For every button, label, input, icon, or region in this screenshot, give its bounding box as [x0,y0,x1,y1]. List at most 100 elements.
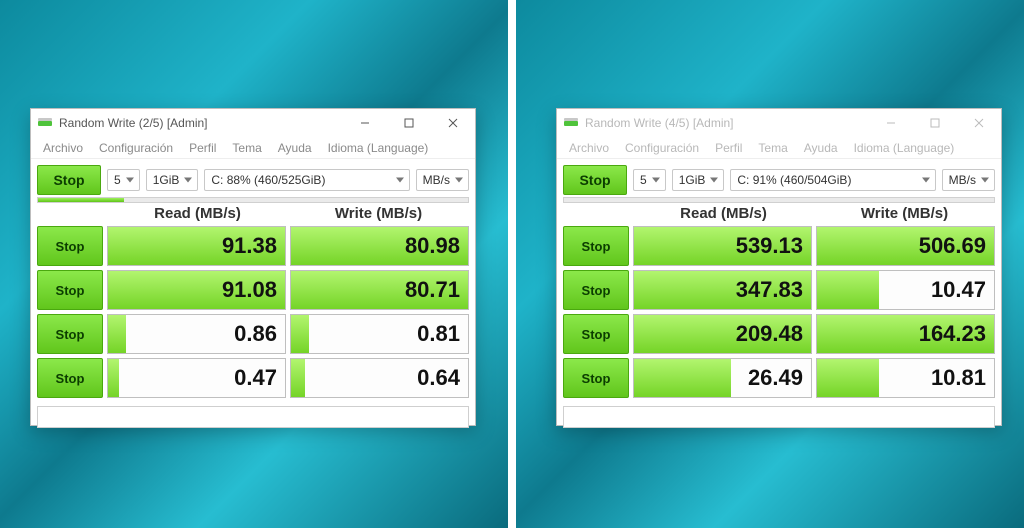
write-value: 0.81 [417,321,460,347]
menubar: Archivo Configuración Perfil Tema Ayuda … [31,137,475,159]
read-value: 0.47 [234,365,277,391]
result-rows: Stop539.13506.69Stop347.8310.47Stop209.4… [557,226,1001,402]
read-bar [108,315,126,353]
result-row: Stop 91.08 80.71 [37,270,469,310]
runs-select[interactable]: 5 [107,169,140,191]
drive-select[interactable]: C: 91% (460/504GiB) [730,169,935,191]
drive-value: C: 88% (460/525GiB) [211,173,325,187]
result-row: Stop347.8310.47 [563,270,995,310]
read-value: 0.86 [234,321,277,347]
unit-value: MB/s [423,173,450,187]
menu-tema[interactable]: Tema [224,139,269,157]
minimize-button[interactable] [869,109,913,137]
write-bar [817,271,879,309]
write-cell: 80.98 [290,226,469,266]
read-cell: 209.48 [633,314,812,354]
write-cell: 80.71 [290,270,469,310]
read-bar [108,359,119,397]
stop-button[interactable]: Stop [37,314,103,354]
runs-select[interactable]: 5 [633,169,666,191]
stop-button[interactable]: Stop [37,358,103,398]
read-value: 91.38 [222,233,277,259]
write-cell: 0.64 [290,358,469,398]
menubar: Archivo Configuración Perfil Tema Ayuda … [557,137,1001,159]
write-cell: 506.69 [816,226,995,266]
read-cell: 91.38 [107,226,286,266]
run-progress [37,197,469,203]
write-value: 0.64 [417,365,460,391]
menu-perfil[interactable]: Perfil [707,139,750,157]
write-header: Write (MB/s) [288,205,469,222]
stop-button[interactable]: Stop [563,358,629,398]
read-value: 209.48 [736,321,803,347]
write-cell: 0.81 [290,314,469,354]
maximize-button[interactable] [387,109,431,137]
menu-ayuda[interactable]: Ayuda [270,139,320,157]
result-row: Stop539.13 506.69 [563,226,995,266]
result-rows: Stop 91.38 80.98 Stop 91.08 80.71 Stop 0.86 0.81… [31,226,475,402]
stop-all-button[interactable]: Stop [37,165,101,195]
read-value: 91.08 [222,277,277,303]
drive-value: C: 91% (460/504GiB) [737,173,851,187]
size-value: 1GiB [153,173,180,187]
write-value: 164.23 [919,321,986,347]
write-bar [291,359,305,397]
result-row: Stop 26.49 10.81 [563,358,995,398]
read-header: Read (MB/s) [633,205,814,222]
read-cell: 347.83 [633,270,812,310]
stop-button[interactable]: Stop [563,226,629,266]
column-headers: Read (MB/s) Write (MB/s) [31,205,475,222]
stop-button[interactable]: Stop [37,226,103,266]
stop-all-button[interactable]: Stop [563,165,627,195]
crystaldiskmark-window-right: Random Write (4/5) [Admin] Archivo Confi… [556,108,1002,426]
read-value: 347.83 [736,277,803,303]
menu-idioma[interactable]: Idioma (Language) [320,139,437,157]
titlebar[interactable]: Random Write (4/5) [Admin] [557,109,1001,137]
stop-button[interactable]: Stop [563,314,629,354]
minimize-button[interactable] [343,109,387,137]
result-row: Stop 209.48 164.23 [563,314,995,354]
stop-button[interactable]: Stop [37,270,103,310]
write-cell: 10.81 [816,358,995,398]
column-headers: Read (MB/s) Write (MB/s) [557,205,1001,222]
comparison-divider [508,0,516,528]
write-value: 80.98 [405,233,460,259]
run-progress [563,197,995,203]
read-bar [634,359,731,397]
close-button[interactable] [431,109,475,137]
menu-archivo[interactable]: Archivo [35,139,91,157]
drive-select[interactable]: C: 88% (460/525GiB) [204,169,409,191]
menu-configuracion[interactable]: Configuración [91,139,181,157]
write-value: 10.81 [931,365,986,391]
menu-ayuda[interactable]: Ayuda [796,139,846,157]
close-button[interactable] [957,109,1001,137]
write-cell: 164.23 [816,314,995,354]
menu-tema[interactable]: Tema [750,139,795,157]
read-value: 26.49 [748,365,803,391]
write-header: Write (MB/s) [814,205,995,222]
write-value: 80.71 [405,277,460,303]
maximize-button[interactable] [913,109,957,137]
titlebar[interactable]: Random Write (2/5) [Admin] [31,109,475,137]
stop-button[interactable]: Stop [563,270,629,310]
window-title: Random Write (2/5) [Admin] [59,116,343,130]
result-row: Stop 91.38 80.98 [37,226,469,266]
size-select[interactable]: 1GiB [146,169,199,191]
write-bar [291,315,309,353]
menu-configuracion[interactable]: Configuración [617,139,707,157]
read-cell: 0.47 [107,358,286,398]
window-title: Random Write (4/5) [Admin] [585,116,869,130]
result-row: Stop 0.47 0.64 [37,358,469,398]
write-value: 506.69 [919,233,986,259]
unit-select[interactable]: MB/s [942,169,995,191]
menu-perfil[interactable]: Perfil [181,139,224,157]
unit-select[interactable]: MB/s [416,169,469,191]
app-icon [37,115,53,131]
runs-value: 5 [114,173,121,187]
size-select[interactable]: 1GiB [672,169,725,191]
menu-archivo[interactable]: Archivo [561,139,617,157]
read-cell: 91.08 [107,270,286,310]
menu-idioma[interactable]: Idioma (Language) [846,139,963,157]
read-cell: 539.13 [633,226,812,266]
footer-strip [563,406,995,428]
